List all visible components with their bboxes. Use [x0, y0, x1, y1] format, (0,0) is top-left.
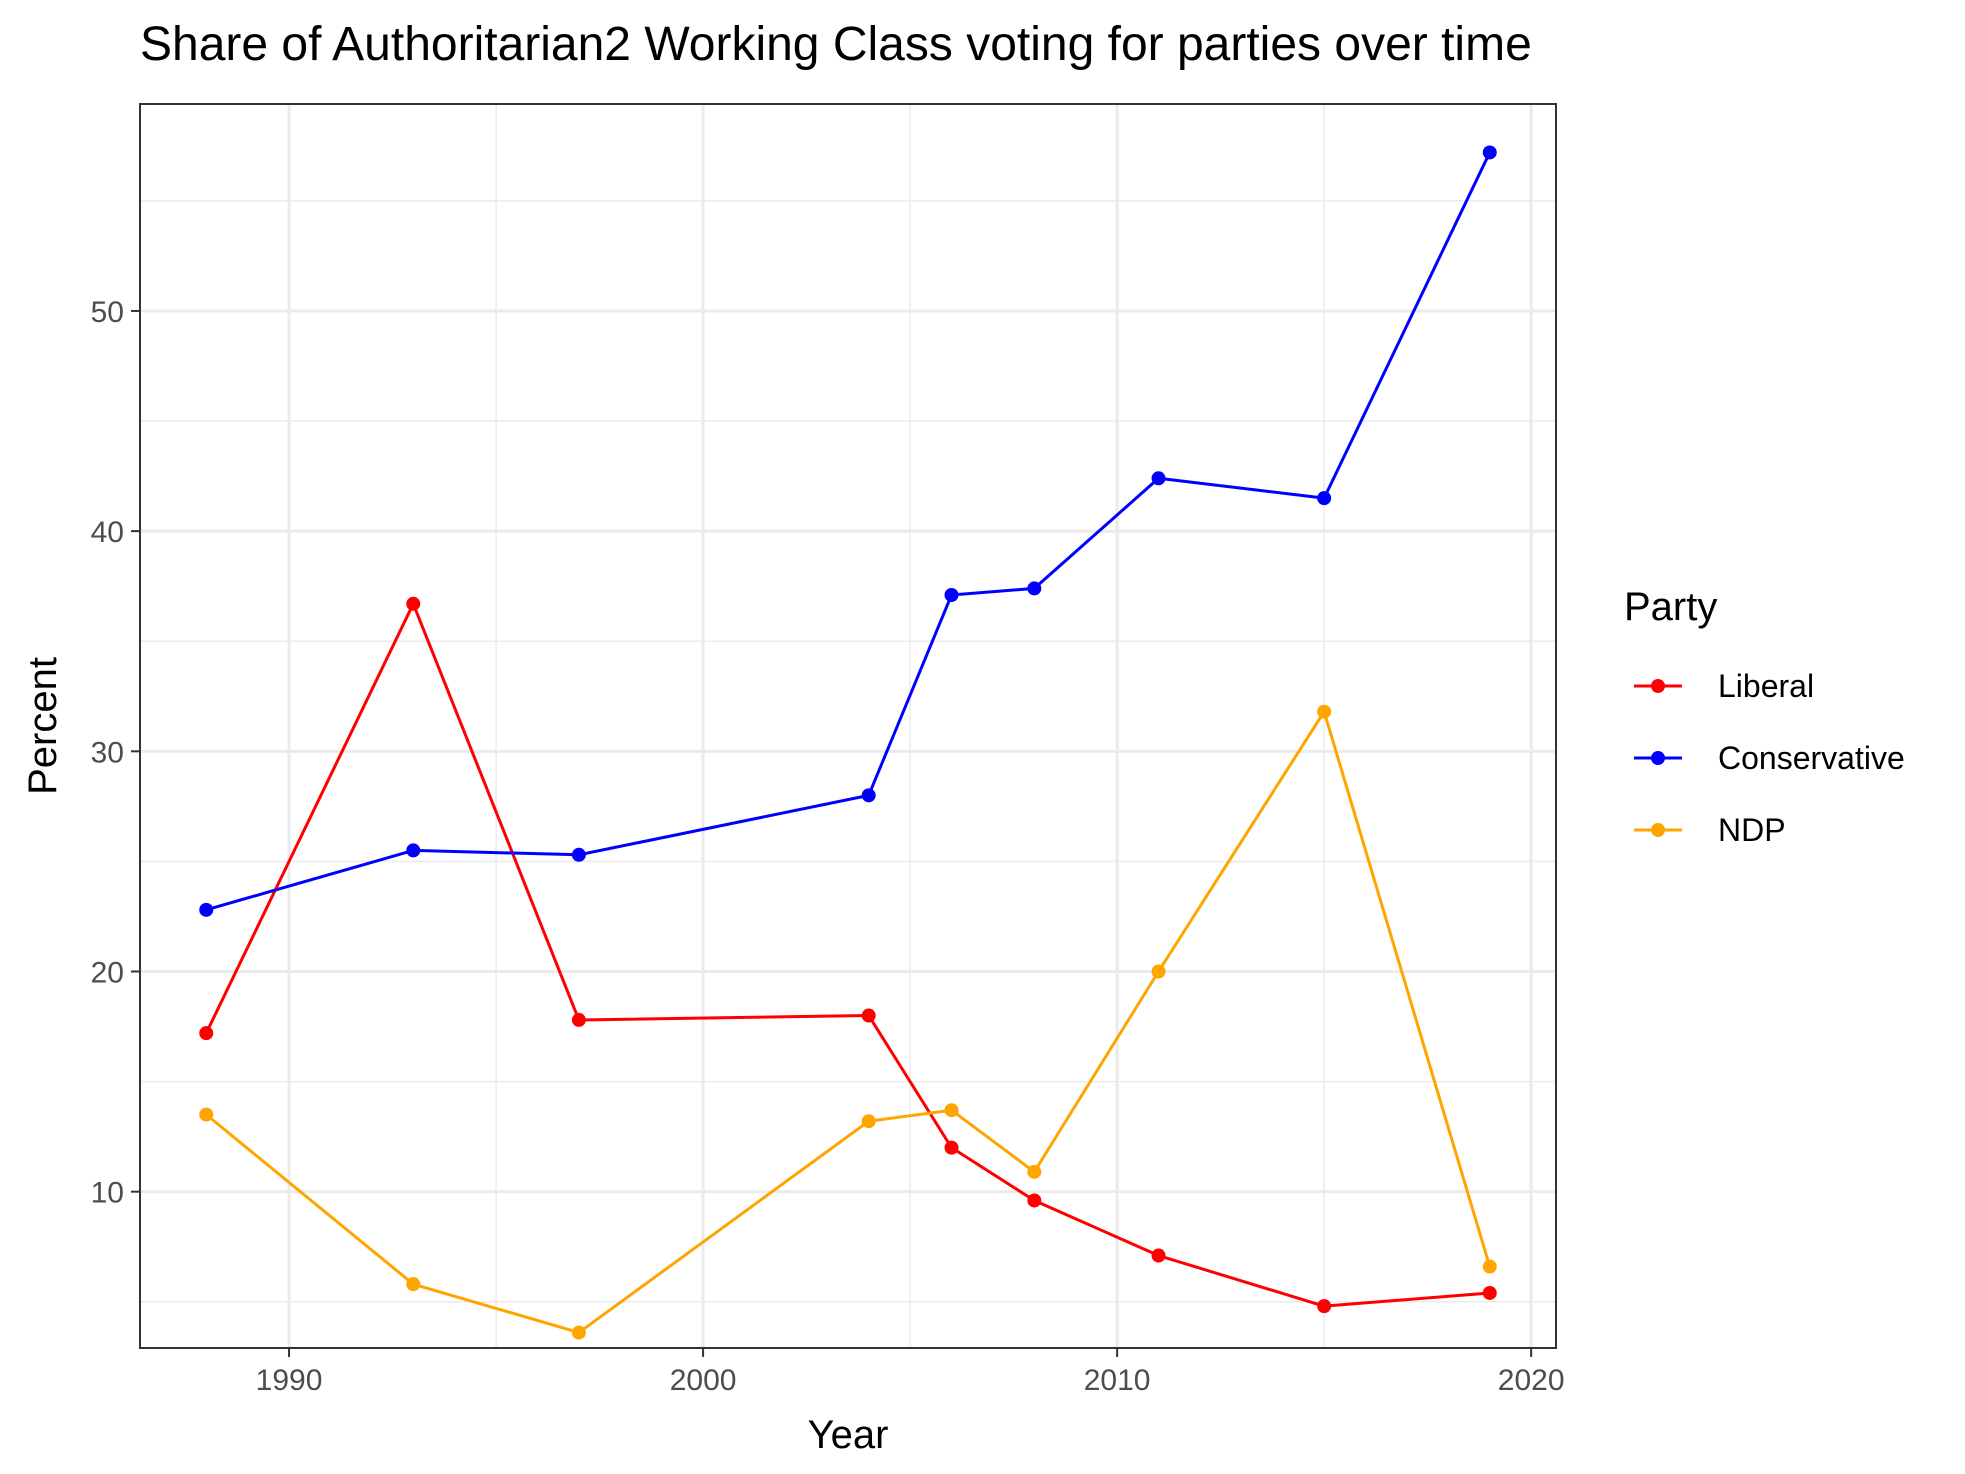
liberal-point: [1027, 1193, 1042, 1208]
plot-background: [140, 104, 1556, 1348]
ndp-point: [571, 1325, 586, 1340]
x-axis: 1990 2000 2010 2020: [256, 1348, 1565, 1397]
liberal-point: [1151, 1248, 1166, 1263]
conservative-point: [944, 587, 959, 602]
y-tick-label: 30: [91, 736, 124, 769]
conservative-point: [861, 788, 876, 803]
conservative-point: [1482, 145, 1497, 160]
legend-key-point: [1651, 679, 1665, 693]
liberal-point: [1482, 1285, 1497, 1300]
plot-border: [139, 103, 1557, 1349]
legend-item-ndp: NDP: [1634, 812, 1786, 848]
ndp-point: [861, 1114, 876, 1129]
x-axis-title: Year: [808, 1413, 889, 1457]
legend-key-point: [1651, 751, 1665, 765]
ndp-point: [1151, 964, 1166, 979]
y-tick-label: 50: [91, 296, 124, 329]
y-tick-label: 10: [91, 1177, 124, 1210]
conservative-point: [1027, 581, 1042, 596]
y-tick-label: 40: [91, 516, 124, 549]
liberal-point: [861, 1008, 876, 1023]
liberal-point: [944, 1140, 959, 1155]
conservative-point: [1151, 471, 1166, 486]
y-tick-label: 20: [91, 956, 124, 989]
ndp-point: [406, 1277, 421, 1292]
conservative-point: [1317, 491, 1332, 506]
legend-label: NDP: [1718, 812, 1786, 848]
legend: Party Liberal Conservative NDP: [1624, 585, 1905, 848]
legend-item-conservative: Conservative: [1634, 740, 1905, 776]
x-tick-label: 2000: [670, 1364, 737, 1397]
ndp-point: [1027, 1164, 1042, 1179]
liberal-point: [406, 596, 421, 611]
plot-panel: [139, 103, 1557, 1349]
legend-key-point: [1651, 823, 1665, 837]
x-tick-label: 2020: [1498, 1364, 1565, 1397]
chart-title: Share of Authoritarian2 Working Class vo…: [140, 18, 1532, 71]
legend-label: Liberal: [1718, 668, 1814, 704]
liberal-point: [1317, 1299, 1332, 1314]
ndp-point: [1317, 704, 1332, 719]
conservative-point: [406, 843, 421, 858]
ndp-point: [944, 1103, 959, 1118]
legend-label: Conservative: [1718, 740, 1905, 776]
y-axis: 10 20 30 40 50: [91, 296, 140, 1210]
liberal-point: [571, 1012, 586, 1027]
conservative-point: [199, 902, 214, 917]
ndp-point: [199, 1107, 214, 1122]
conservative-point: [571, 847, 586, 862]
x-tick-label: 2010: [1084, 1364, 1151, 1397]
liberal-point: [199, 1026, 214, 1041]
legend-title: Party: [1624, 585, 1717, 629]
ndp-point: [1482, 1259, 1497, 1274]
y-axis-title: Percent: [21, 657, 65, 795]
legend-item-liberal: Liberal: [1634, 668, 1814, 704]
x-tick-label: 1990: [256, 1364, 323, 1397]
